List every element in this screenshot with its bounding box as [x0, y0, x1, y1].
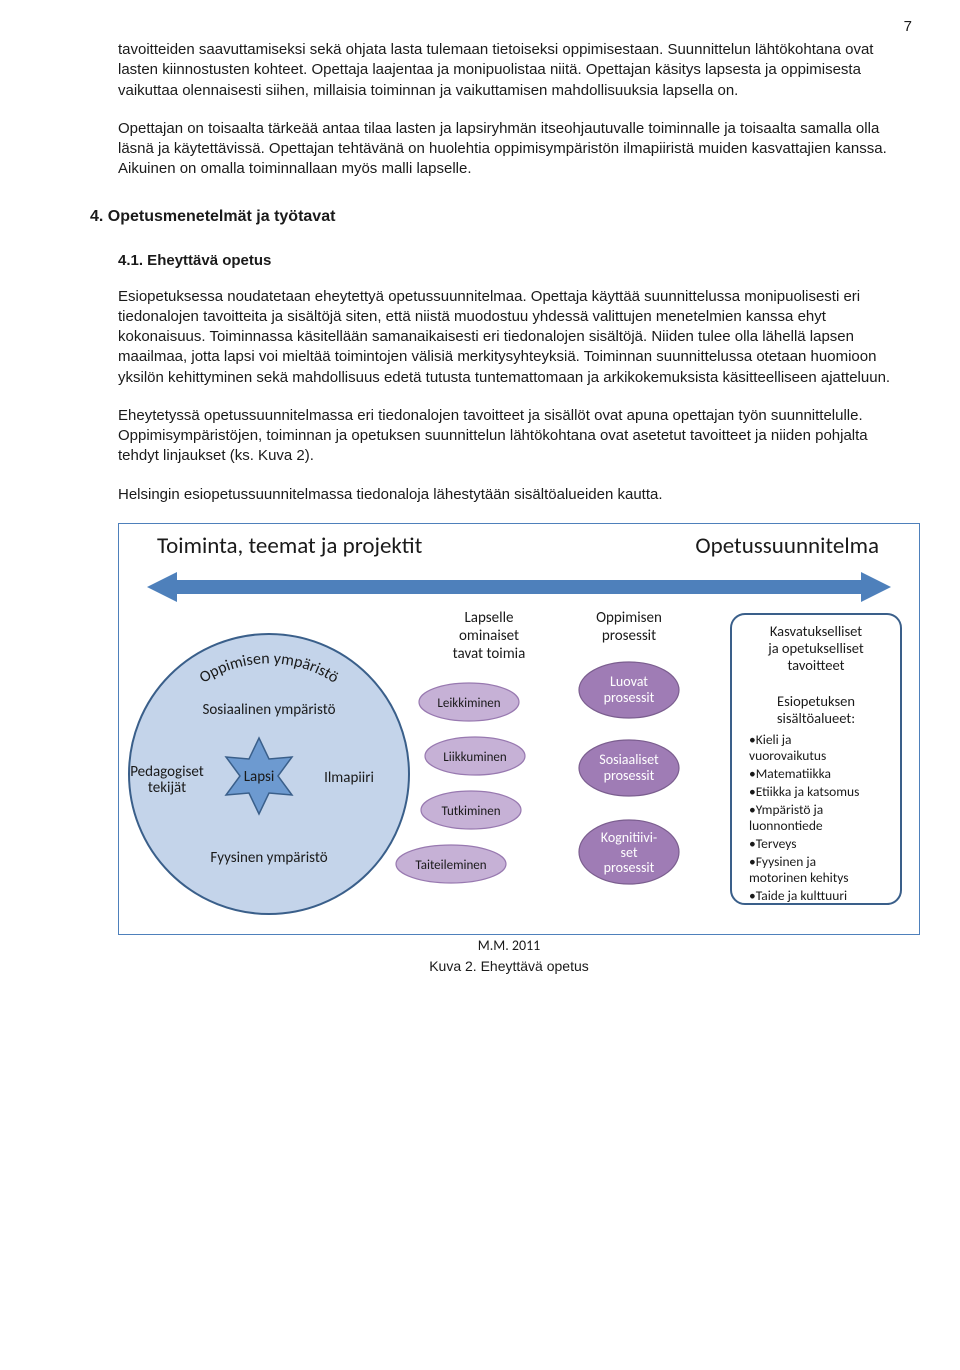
svg-text:•Ympäristö ja: •Ympäristö ja [749, 801, 823, 818]
page-number: 7 [904, 18, 912, 35]
double-arrow [147, 572, 891, 602]
paragraph-4: Eheytetyssä opetussuunnitelmassa eri tie… [118, 406, 900, 467]
paragraph-2: Opettajan on toisaalta tärkeää antaa til… [118, 119, 900, 180]
svg-text:prosessit: prosessit [604, 767, 655, 784]
svg-text:Sosiaaliset: Sosiaaliset [599, 751, 659, 768]
svg-text:Tutkiminen: Tutkiminen [441, 804, 500, 819]
svg-text:Sosiaalinen ympäristö: Sosiaalinen ympäristö [203, 701, 336, 719]
svg-text:Lapsi: Lapsi [244, 768, 275, 786]
paragraph-1: tavoitteiden saavuttamiseksi sekä ohjata… [118, 40, 900, 101]
svg-text:Fyysinen ympäristö: Fyysinen ympäristö [210, 849, 327, 867]
svg-text:sisältöalueet:: sisältöalueet: [777, 709, 855, 727]
svg-text:Lapselle: Lapselle [465, 609, 514, 627]
figure-caption: Kuva 2. Eheyttävä opetus [118, 958, 900, 974]
diagram-shapes: Oppimisen ympäristö Sosiaalinen ympärist… [119, 604, 919, 934]
diagram-title-left: Toiminta, teemat ja projektit [157, 532, 422, 560]
svg-text:Kasvatukselliset: Kasvatukselliset [770, 622, 862, 640]
svg-text:•Etiikka ja katsomus: •Etiikka ja katsomus [749, 783, 859, 800]
diagram-credit: M.M. 2011 [118, 937, 900, 954]
svg-text:Esiopetuksen: Esiopetuksen [777, 692, 855, 710]
diagram-title-right: Opetussuunnitelma [695, 532, 879, 560]
svg-text:prosessit: prosessit [604, 859, 655, 876]
svg-text:Oppimisen: Oppimisen [596, 609, 662, 627]
svg-text:tekijät: tekijät [148, 779, 186, 797]
svg-text:Luovat: Luovat [610, 673, 648, 690]
svg-text:•Kieli ja: •Kieli ja [749, 731, 792, 748]
svg-text:tavat toimia: tavat toimia [453, 645, 526, 663]
svg-text:Ilmapiiri: Ilmapiiri [324, 769, 374, 787]
svg-text:Leikkiminen: Leikkiminen [437, 696, 500, 711]
svg-text:•Matematiikka: •Matematiikka [749, 765, 831, 782]
svg-text:ominaiset: ominaiset [459, 627, 519, 645]
svg-text:ja opetukselliset: ja opetukselliset [767, 639, 864, 657]
heading-methods: 4. Opetusmenetelmät ja työtavat [90, 208, 900, 226]
heading-eheyttava: 4.1. Eheyttävä opetus [118, 252, 900, 269]
svg-text:prosessit: prosessit [604, 689, 655, 706]
svg-text:Taiteileminen: Taiteileminen [415, 858, 486, 873]
svg-text:Liikkuminen: Liikkuminen [443, 750, 507, 765]
svg-text:vuorovaikutus: vuorovaikutus [749, 747, 826, 764]
svg-text:•Fyysinen ja: •Fyysinen ja [749, 853, 816, 870]
svg-text:prosessit: prosessit [602, 627, 656, 645]
svg-text:motorinen kehitys: motorinen kehitys [749, 869, 849, 886]
paragraph-5: Helsingin esiopetussuunnitelmassa tiedon… [118, 485, 900, 505]
svg-text:•Terveys: •Terveys [749, 835, 797, 852]
svg-text:tavoitteet: tavoitteet [787, 656, 844, 674]
svg-text:•Taide ja kulttuuri: •Taide ja kulttuuri [749, 887, 847, 904]
paragraph-3: Esiopetuksessa noudatetaan eheytettyä op… [118, 287, 900, 388]
svg-text:luonnontiede: luonnontiede [749, 817, 823, 834]
diagram-figure: Toiminta, teemat ja projektit Opetussuun… [118, 523, 920, 935]
